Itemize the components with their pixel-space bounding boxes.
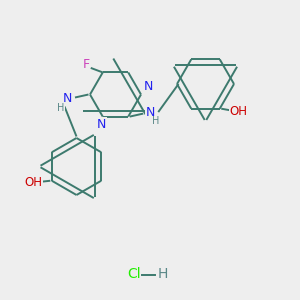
- Text: N: N: [144, 80, 153, 94]
- Text: OH: OH: [230, 105, 248, 118]
- Text: H: H: [57, 103, 64, 113]
- Text: N: N: [97, 118, 106, 130]
- Text: H: H: [152, 116, 159, 126]
- Text: N: N: [146, 106, 155, 118]
- Text: Cl: Cl: [127, 268, 141, 281]
- Text: N: N: [63, 92, 72, 106]
- Text: H: H: [158, 268, 168, 281]
- Text: F: F: [83, 58, 90, 71]
- Text: OH: OH: [25, 176, 43, 189]
